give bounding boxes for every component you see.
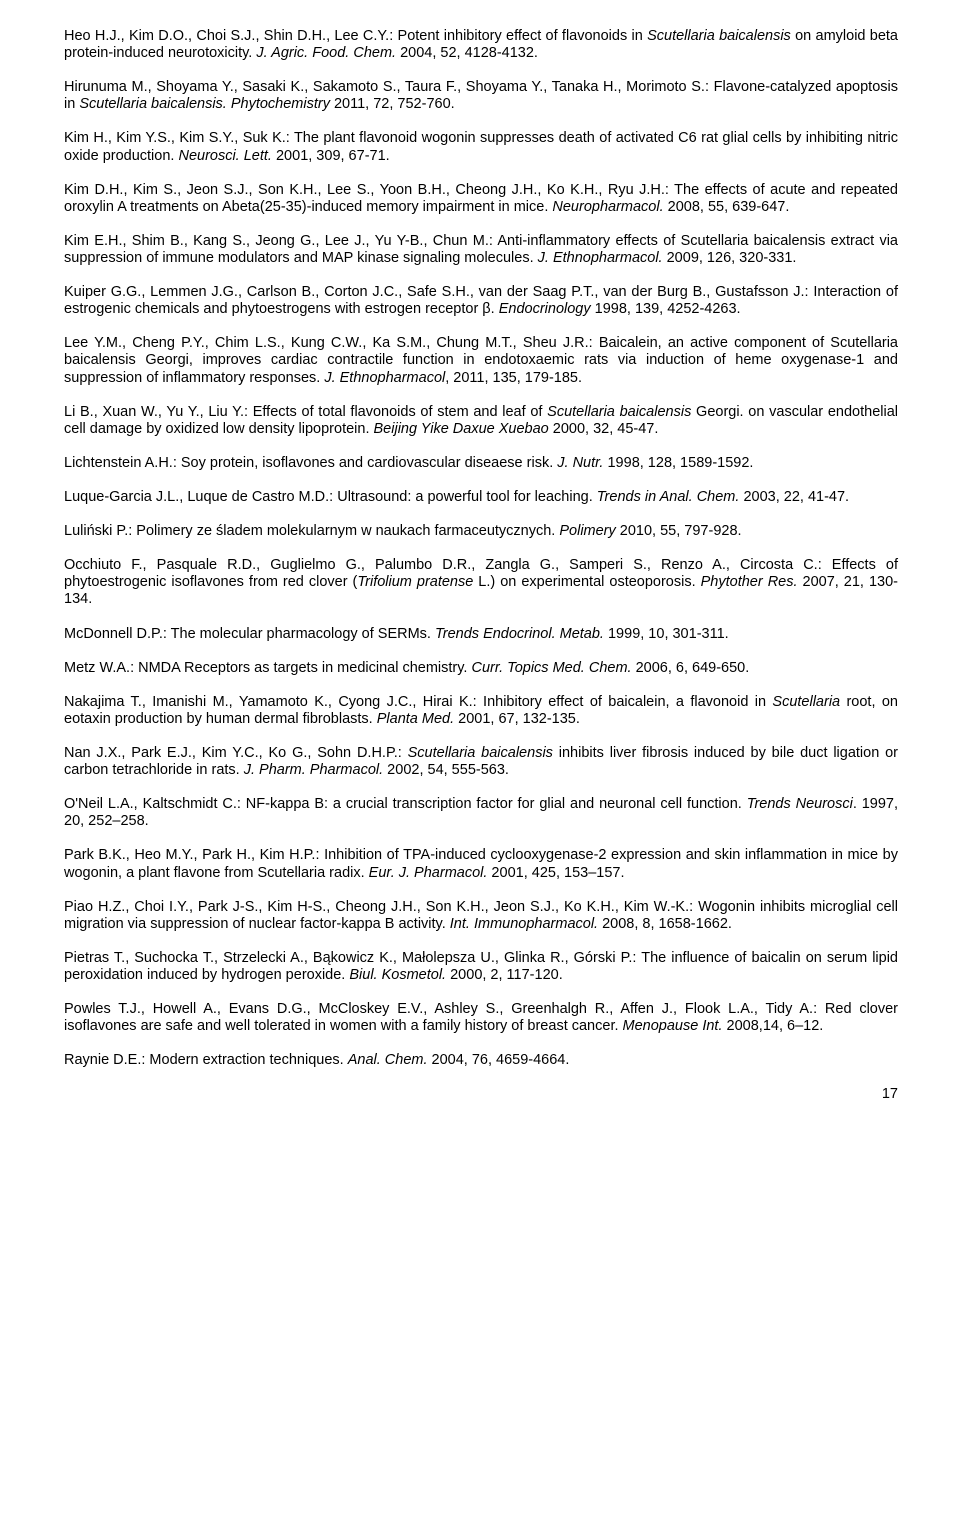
- reference-entry: Metz W.A.: NMDA Receptors as targets in …: [64, 660, 898, 677]
- reference-entry: Luliński P.: Polimery ze śladem molekula…: [64, 523, 898, 540]
- reference-entry: Park B.K., Heo M.Y., Park H., Kim H.P.: …: [64, 847, 898, 881]
- page-number: 17: [64, 1086, 898, 1103]
- reference-entry: Kim D.H., Kim S., Jeon S.J., Son K.H., L…: [64, 182, 898, 216]
- reference-entry: Lee Y.M., Cheng P.Y., Chim L.S., Kung C.…: [64, 335, 898, 386]
- reference-entry: Li B., Xuan W., Yu Y., Liu Y.: Effects o…: [64, 404, 898, 438]
- reference-entry: Nakajima T., Imanishi M., Yamamoto K., C…: [64, 694, 898, 728]
- references-list: Heo H.J., Kim D.O., Choi S.J., Shin D.H.…: [64, 28, 898, 1069]
- reference-entry: Raynie D.E.: Modern extraction technique…: [64, 1052, 898, 1069]
- reference-entry: McDonnell D.P.: The molecular pharmacolo…: [64, 626, 898, 643]
- reference-entry: Kim E.H., Shim B., Kang S., Jeong G., Le…: [64, 233, 898, 267]
- reference-entry: Kim H., Kim Y.S., Kim S.Y., Suk K.: The …: [64, 130, 898, 164]
- reference-entry: Piao H.Z., Choi I.Y., Park J-S., Kim H-S…: [64, 899, 898, 933]
- reference-entry: Lichtenstein A.H.: Soy protein, isoflavo…: [64, 455, 898, 472]
- reference-entry: Heo H.J., Kim D.O., Choi S.J., Shin D.H.…: [64, 28, 898, 62]
- reference-entry: O'Neil L.A., Kaltschmidt C.: NF-kappa B:…: [64, 796, 898, 830]
- reference-entry: Luque-Garcia J.L., Luque de Castro M.D.:…: [64, 489, 898, 506]
- reference-entry: Kuiper G.G., Lemmen J.G., Carlson B., Co…: [64, 284, 898, 318]
- reference-entry: Powles T.J., Howell A., Evans D.G., McCl…: [64, 1001, 898, 1035]
- reference-entry: Hirunuma M., Shoyama Y., Sasaki K., Saka…: [64, 79, 898, 113]
- reference-entry: Pietras T., Suchocka T., Strzelecki A., …: [64, 950, 898, 984]
- reference-entry: Nan J.X., Park E.J., Kim Y.C., Ko G., So…: [64, 745, 898, 779]
- reference-entry: Occhiuto F., Pasquale R.D., Guglielmo G.…: [64, 557, 898, 608]
